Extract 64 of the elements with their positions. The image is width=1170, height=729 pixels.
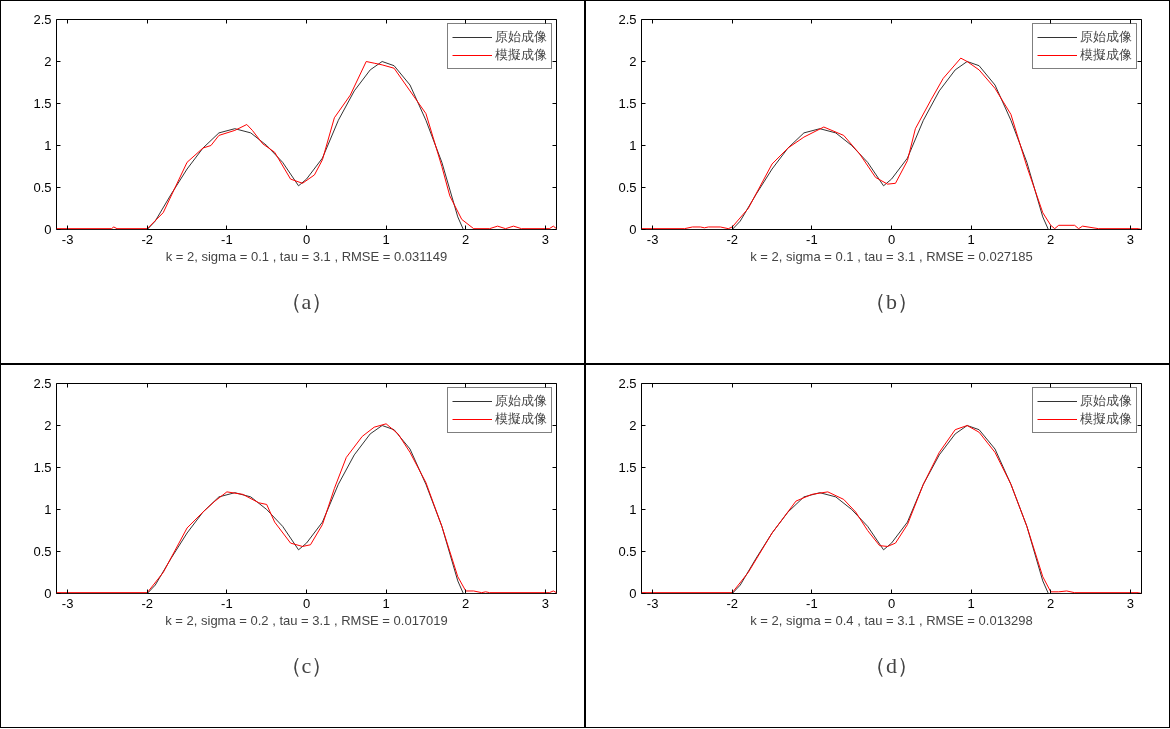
x-tick-label: 3 — [541, 231, 549, 247]
x-tick-label: 0 — [302, 231, 311, 247]
x-tick-label: 2 — [1047, 595, 1055, 611]
x-tick-label: -1 — [806, 231, 818, 247]
y-tick-label: 1.5 — [33, 96, 52, 111]
y-tick-label: 0.5 — [618, 544, 637, 559]
x-axis-title: k = 2, sigma = 0.4 , tau = 3.1 , RMSE = 0.013298 — [750, 612, 1033, 628]
x-tick-label: 3 — [1126, 595, 1134, 611]
x-axis-title: k = 2, sigma = 0.2 , tau = 3.1 , RMSE = 0.017019 — [165, 612, 448, 628]
x-tick-label: 1 — [382, 231, 390, 247]
y-tick-label: 0.5 — [618, 180, 637, 195]
x-tick-label: 2 — [462, 231, 470, 247]
x-tick-label: 3 — [541, 595, 549, 611]
legend-label: 原始成像 — [1080, 28, 1132, 46]
y-tick-label: 2.5 — [618, 12, 637, 27]
y-tick-label: 2.5 — [33, 376, 52, 391]
x-tick-label: -2 — [726, 231, 739, 247]
legend-label: 模擬成像 — [1080, 410, 1132, 428]
x-tick-label: 1 — [382, 595, 390, 611]
x-tick-label: 0 — [302, 595, 311, 611]
x-tick-label: 1 — [967, 595, 975, 611]
x-tick-label: -3 — [646, 595, 659, 611]
x-tick-label: -1 — [221, 595, 233, 611]
y-tick-label: 2.5 — [618, 376, 637, 391]
x-axis-title: k = 2, sigma = 0.1 , tau = 3.1 , RMSE = 0.027185 — [750, 248, 1033, 264]
legend-label: 模擬成像 — [495, 46, 547, 64]
x-tick-label: -2 — [726, 595, 739, 611]
x-tick-label: -3 — [646, 231, 659, 247]
x-tick-label: -1 — [806, 595, 818, 611]
y-tick-label: 1.5 — [618, 96, 637, 111]
y-tick-label: 2 — [629, 54, 637, 69]
text: （a） — [279, 288, 334, 314]
legend-label: 原始成像 — [495, 28, 547, 46]
y-tick-label: 1.5 — [618, 460, 637, 475]
y-tick-label: 1 — [44, 502, 52, 517]
text: （c） — [279, 652, 334, 678]
x-tick-label: -2 — [141, 231, 154, 247]
y-tick-label: 2.5 — [33, 12, 52, 27]
y-tick-label: 2 — [629, 418, 637, 433]
x-tick-label: -2 — [141, 595, 154, 611]
x-tick-label: 2 — [462, 595, 470, 611]
text: （b） — [864, 288, 919, 314]
x-tick-label: -3 — [61, 231, 74, 247]
x-tick-label: -1 — [221, 231, 233, 247]
y-tick-label: 0.5 — [33, 180, 52, 195]
y-tick-label: 1 — [629, 138, 637, 153]
y-tick-label: 2 — [44, 418, 52, 433]
legend-label: 模擬成像 — [495, 410, 547, 428]
y-tick-label: 2 — [44, 54, 52, 69]
legend-label: 模擬成像 — [1080, 46, 1132, 64]
x-tick-label: -3 — [61, 595, 74, 611]
y-tick-label: 1 — [629, 502, 637, 517]
x-tick-label: 0 — [887, 595, 896, 611]
x-tick-label: 3 — [1126, 231, 1134, 247]
text: （d） — [864, 652, 919, 678]
x-axis-title: k = 2, sigma = 0.1 , tau = 3.1 , RMSE = 0.031149 — [165, 248, 448, 264]
x-tick-label: 0 — [887, 231, 896, 247]
legend-label: 原始成像 — [1080, 392, 1132, 410]
y-tick-label: 1.5 — [33, 460, 52, 475]
x-tick-label: 2 — [1047, 231, 1055, 247]
y-tick-label: 1 — [44, 138, 52, 153]
x-tick-label: 1 — [967, 231, 975, 247]
y-tick-label: 0.5 — [33, 544, 52, 559]
legend-label: 原始成像 — [495, 392, 547, 410]
